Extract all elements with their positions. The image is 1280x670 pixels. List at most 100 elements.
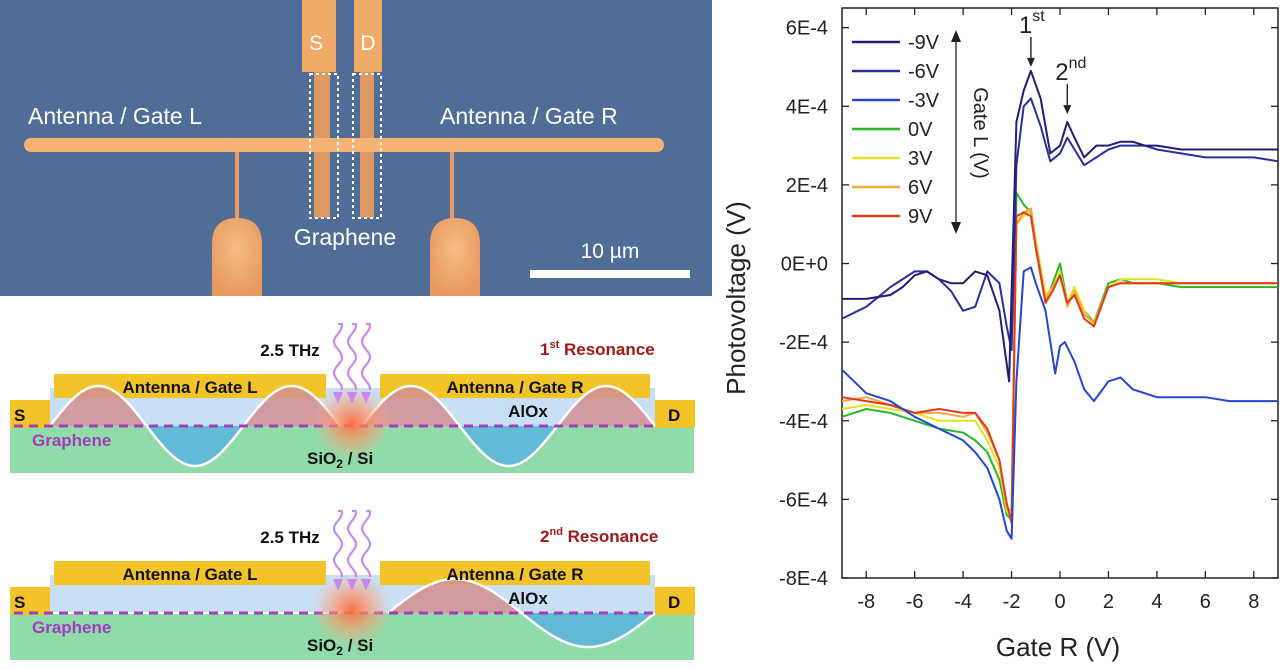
y-tick-label: -6E-4 xyxy=(779,489,828,511)
annotation-label: 1st xyxy=(1019,8,1045,39)
thz-wave xyxy=(360,322,372,391)
y-tick-label: 0E+0 xyxy=(781,254,828,276)
plasmon-right-lobe xyxy=(388,579,522,613)
legend: -9V -6V -3V 0V 3V 6V 9V Gate L (V) xyxy=(852,30,991,234)
thz-arrowhead xyxy=(333,392,343,404)
legend-label: 6V xyxy=(908,177,933,199)
gate-left xyxy=(54,561,326,585)
x-tick-label: 6 xyxy=(1200,591,1211,613)
plasmon-right-lobe xyxy=(521,613,655,647)
drain-contact xyxy=(655,400,695,428)
y-tick-label: -2E-4 xyxy=(779,332,828,354)
y-tick-label: 6E-4 xyxy=(786,18,828,40)
series-line--3V xyxy=(841,266,1278,540)
y-tick-label: 2E-4 xyxy=(786,175,828,197)
scalebar xyxy=(530,270,690,278)
drain-label: D xyxy=(360,32,375,55)
series-line--9V xyxy=(842,69,1278,383)
thz-arrowhead xyxy=(347,392,357,404)
annotation-arrowhead xyxy=(1026,57,1035,67)
substrate-label: SiO2 / Si xyxy=(307,449,373,471)
right-pad-lead xyxy=(450,152,454,222)
resonance-label: 2nd Resonance xyxy=(540,526,658,546)
y-tick-label: -4E-4 xyxy=(779,411,828,433)
chart-lines xyxy=(841,69,1279,540)
plasmon-left-lobe xyxy=(50,386,147,426)
drain-lead xyxy=(354,0,382,72)
graphene-label: Graphene xyxy=(294,224,396,250)
thz-waves xyxy=(332,322,372,404)
right-pad xyxy=(430,218,480,296)
x-tick-label: -4 xyxy=(954,591,972,613)
hotspot xyxy=(312,572,392,648)
gate-right-label: Antenna / Gate R xyxy=(447,378,584,397)
thz-wave xyxy=(346,509,358,578)
resonance-label: 1st Resonance xyxy=(540,339,655,359)
y-tick-label: -8E-4 xyxy=(779,568,828,590)
graphene-box-right xyxy=(352,73,382,219)
source-contact xyxy=(10,587,50,615)
x-tick-label: -2 xyxy=(1003,591,1021,613)
antenna-right-label: Antenna / Gate R xyxy=(440,103,618,129)
series-line--6V xyxy=(841,97,1279,351)
photovoltage-chart: -8 -6 -4 -2 0 2 4 6 8 -8E-4 -6E-4 -4E-4 -2E-4 0E+0 2E-… xyxy=(721,7,1279,662)
antenna-bar xyxy=(24,138,664,152)
thz-wave xyxy=(332,509,344,578)
y-axis-label: Photovoltage (V) xyxy=(721,201,751,395)
x-tick-label: 8 xyxy=(1248,591,1259,613)
drain-contact xyxy=(655,587,695,615)
legend-label: 9V xyxy=(908,206,933,228)
hotspot xyxy=(312,385,392,461)
plasmon-right-line xyxy=(361,384,656,468)
legend-label: -6V xyxy=(908,61,940,83)
gate-right xyxy=(380,561,650,585)
x-tick-label: -6 xyxy=(906,591,924,613)
thz-arrowhead xyxy=(361,579,371,591)
gate-left-label: Antenna / Gate L xyxy=(122,378,257,397)
graphene-label: Graphene xyxy=(32,431,111,450)
micrograph-panel: S D Antenna / Gate L Antenna / Gate R Gr… xyxy=(0,0,712,296)
legend-title: Gate L (V) xyxy=(969,87,991,179)
graphene-label: Graphene xyxy=(32,618,111,637)
x-axis-label: Gate R (V) xyxy=(996,632,1120,662)
legend-arrow-down xyxy=(951,222,961,234)
plasmon-right-lobe xyxy=(459,426,558,466)
left-pad-lead xyxy=(235,152,239,222)
annotation-label: 2nd xyxy=(1055,55,1086,86)
thz-arrowhead xyxy=(361,392,371,404)
schematic-second-resonance: 2.5 THz 2nd Resonance Antenna / Gate L Ante… xyxy=(10,509,695,660)
plasmon-left-line xyxy=(49,384,341,468)
drain-label: D xyxy=(668,593,680,612)
x-tick-label: 0 xyxy=(1054,591,1065,613)
x-tick-label: 2 xyxy=(1103,591,1114,613)
schematic-first-resonance: 2.5 THz 1st Resonance Antenna / Gate L Ante… xyxy=(10,322,695,473)
left-pad xyxy=(212,218,262,296)
thz-arrowhead xyxy=(347,579,357,591)
legend-arrow-up xyxy=(951,30,961,42)
graphene-box-left xyxy=(309,73,339,219)
thz-wave xyxy=(360,509,372,578)
series-line-0V xyxy=(841,191,1278,520)
plasmon-left-lobe xyxy=(146,426,244,466)
thz-wave xyxy=(346,322,358,391)
annotations: 1st 2nd xyxy=(1019,8,1086,115)
gate-left-label: Antenna / Gate L xyxy=(122,565,257,584)
scalebar-label: 10 µm xyxy=(581,240,640,263)
x-tick-label: 4 xyxy=(1151,591,1162,613)
series-line-3V xyxy=(841,207,1278,517)
frequency-label: 2.5 THz xyxy=(260,528,320,547)
legend-label: -3V xyxy=(908,90,940,112)
source-contact xyxy=(10,400,50,428)
thz-arrowhead xyxy=(333,579,343,591)
frequency-label: 2.5 THz xyxy=(260,341,320,360)
alox-label: AlOx xyxy=(508,589,548,608)
legend-label: 0V xyxy=(908,119,933,141)
thz-waves xyxy=(332,509,372,591)
substrate-label: SiO2 / Si xyxy=(307,636,373,658)
antenna-left-label: Antenna / Gate L xyxy=(28,103,202,129)
series-line-6V xyxy=(841,207,1278,513)
series-line-9V xyxy=(841,211,1278,524)
y-tick-label: 4E-4 xyxy=(786,96,828,118)
thz-wave xyxy=(332,322,344,391)
